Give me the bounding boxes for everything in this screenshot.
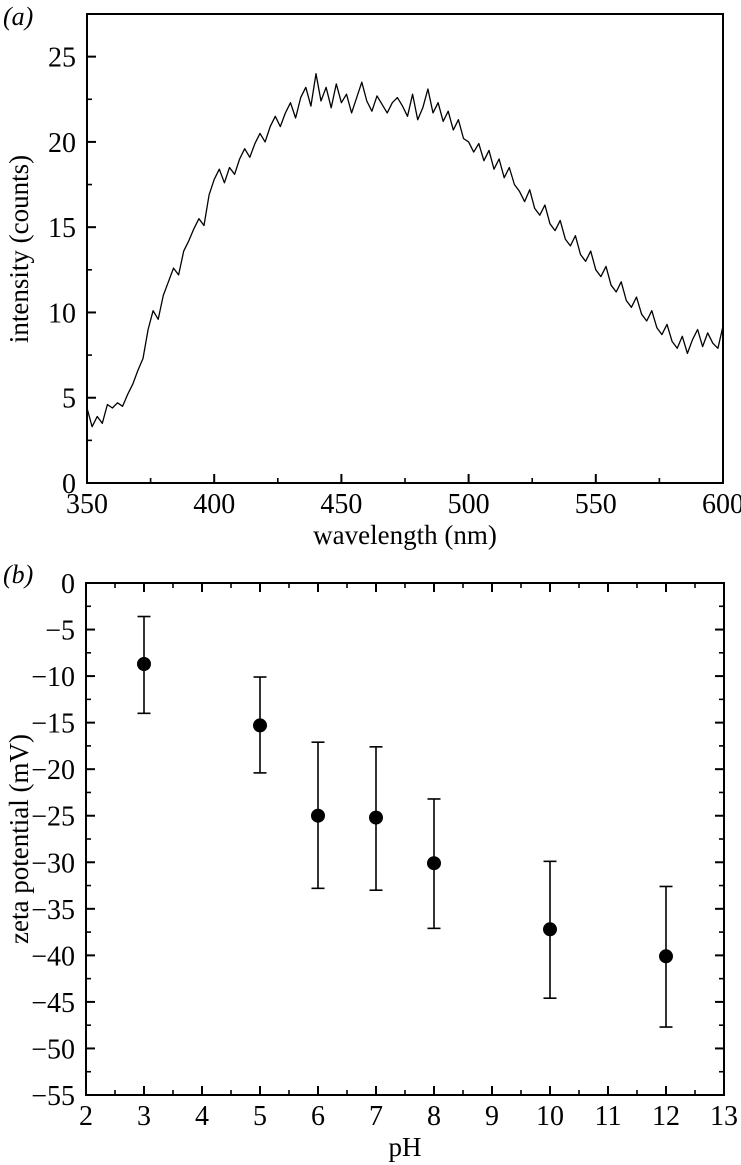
y-tick-label: −10: [31, 662, 75, 693]
x-tick-label: 500: [448, 489, 490, 520]
x-tick-label: 6: [311, 1101, 325, 1132]
y-tick-label: −50: [31, 1034, 75, 1065]
data-point: [253, 718, 267, 733]
y-tick-label: −5: [45, 616, 75, 647]
panel-b-x-axis-title: pH: [388, 1132, 422, 1162]
panel-a-y-axis-title: intensity (counts): [4, 154, 35, 344]
x-tick-label: 3: [137, 1101, 151, 1132]
x-tick-label: 11: [595, 1101, 622, 1132]
x-tick-label: 350: [66, 489, 108, 520]
y-tick-label: −40: [31, 941, 75, 972]
x-tick-label: 10: [536, 1101, 564, 1132]
x-tick-label: 600: [702, 489, 741, 520]
y-tick-label: −25: [31, 802, 75, 833]
x-tick-label: 5: [253, 1101, 267, 1132]
y-tick-label: 5: [62, 384, 76, 415]
panel-a-plot: 350 400 450 500 550 600 0 5 10 15 20 25: [48, 13, 741, 520]
data-point: [543, 922, 557, 937]
y-tick-label: 25: [48, 43, 76, 74]
y-tick-label: −30: [31, 848, 75, 879]
x-tick-label: 9: [485, 1101, 499, 1132]
spectrum-line: [86, 73, 724, 428]
plot-box: [85, 582, 725, 1096]
panel-a-x-axis-title: wavelength (nm): [313, 520, 497, 550]
x-tick-label: 4: [195, 1101, 209, 1132]
y-tick-label: −55: [31, 1081, 75, 1112]
y-tick-label: 10: [48, 298, 76, 329]
data-point: [311, 808, 325, 823]
data-point: [369, 810, 383, 825]
y-tick-label: −35: [31, 895, 75, 926]
y-tick-label: −15: [31, 709, 75, 740]
x-tick-label: 550: [575, 489, 617, 520]
y-tick-label: 20: [48, 128, 76, 159]
y-tick-label: −20: [31, 755, 75, 786]
panel-b-y-axis-title: zeta potential (mV): [4, 734, 35, 944]
x-tick-label: 8: [427, 1101, 441, 1132]
panel-b-label: (b): [3, 560, 34, 589]
data-point: [137, 656, 151, 671]
x-tick-label: 450: [320, 489, 362, 520]
x-tick-label: 12: [652, 1101, 680, 1132]
data-point: [427, 856, 441, 871]
y-tick-label: 0: [62, 469, 76, 500]
x-tick-label: 400: [193, 489, 235, 520]
y-tick-label: 0: [61, 569, 75, 600]
x-tick-label: 13: [710, 1101, 738, 1132]
x-tick-label: 7: [369, 1101, 383, 1132]
y-tick-label: 15: [48, 213, 76, 244]
data-point: [659, 949, 673, 964]
panel-b-plot: 2 3 4 5 6 7 8 9 10 11 12 13 0 −5 −10 −15 −20 −25 −30 −35 −40…: [31, 569, 738, 1132]
x-tick-label: 2: [79, 1101, 93, 1132]
panel-a-label: (a): [3, 2, 34, 31]
y-tick-label: −45: [31, 988, 75, 1019]
plot-box: [86, 13, 724, 484]
